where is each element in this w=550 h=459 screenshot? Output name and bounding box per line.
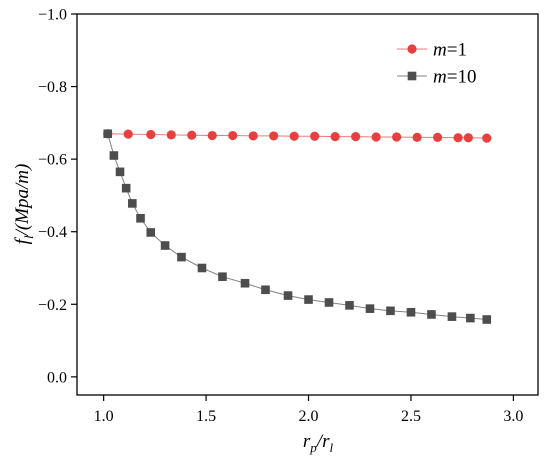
- series-2-point: [447, 312, 457, 321]
- series-1-point: [146, 129, 156, 140]
- series-2-point: [240, 278, 250, 288]
- legend-label-1: m=1: [433, 40, 467, 61]
- series-2-point: [218, 272, 227, 282]
- series-1-point: [166, 130, 176, 140]
- x-axis-title: rp/rl: [303, 431, 334, 455]
- series-markers: [103, 129, 492, 324]
- series-1-point: [482, 133, 492, 143]
- y-tick-label: −0.8: [38, 79, 67, 96]
- series-1-point: [433, 132, 443, 142]
- series-2-point: [365, 304, 375, 313]
- y-tick-label: −1.0: [38, 7, 67, 24]
- series-1-point: [207, 130, 217, 141]
- series-2-point: [146, 228, 156, 237]
- series-1-point: [351, 132, 361, 142]
- series-1-point: [392, 132, 402, 142]
- series-1-point: [310, 131, 320, 141]
- legend: m=1 m=10: [397, 40, 476, 88]
- y-axis-title: fl/(Mpa/m): [12, 164, 36, 245]
- y-tick-label: −0.4: [38, 224, 67, 241]
- series-2-point: [136, 213, 145, 223]
- series-1-point: [330, 132, 340, 142]
- series-1-point: [371, 132, 381, 142]
- series-lines: [107, 133, 487, 321]
- y-tick-label: −0.2: [38, 297, 67, 314]
- y-tick-label: −0.6: [38, 152, 67, 169]
- series-2-point: [386, 306, 395, 316]
- series-1-point: [269, 131, 279, 141]
- series-2-point: [197, 263, 207, 273]
- series-line-2: [107, 133, 487, 321]
- series-2-point: [128, 199, 137, 208]
- x-tick-label: 2.5: [401, 408, 421, 425]
- series-1-point: [187, 130, 197, 140]
- series-1-point: [453, 133, 463, 143]
- series-2-point: [427, 310, 436, 319]
- series-1-point: [463, 133, 473, 143]
- x-tick-label: 2.0: [299, 408, 319, 425]
- series-2-point: [109, 151, 119, 160]
- series-2-point: [345, 301, 354, 310]
- series-2-point: [160, 241, 170, 250]
- axis-ticks: 1.0 1.5 2.0 2.5 3.0 −1.0 −0.8 −0.6 −0.4 −0.2 0.0: [38, 7, 523, 426]
- series-1-point: [123, 129, 133, 139]
- series-2-point: [466, 313, 475, 323]
- x-tick-label: 3.0: [503, 408, 523, 425]
- legend-label-2: m=10: [433, 67, 476, 88]
- series-1-point: [412, 132, 422, 142]
- series-2-point: [304, 295, 313, 304]
- series-2-point: [103, 129, 113, 139]
- series-2-point: [115, 167, 125, 177]
- series-1-point: [289, 131, 299, 141]
- series-2-point: [406, 307, 416, 317]
- series-2-point: [121, 183, 131, 193]
- series-2-point: [482, 315, 492, 324]
- series-2-point: [177, 252, 186, 262]
- series-2-point: [283, 291, 293, 300]
- series-1-point: [248, 131, 258, 141]
- plot-frame: [76, 13, 539, 396]
- series-2-point: [261, 285, 270, 295]
- series-2-point: [324, 298, 334, 307]
- x-tick-label: 1.0: [94, 408, 114, 425]
- x-tick-label: 1.5: [196, 408, 216, 425]
- legend-marker-1: [407, 44, 417, 54]
- legend-marker-2: [407, 71, 417, 81]
- y-tick-label: 0.0: [47, 369, 67, 386]
- series-1-point: [228, 130, 238, 141]
